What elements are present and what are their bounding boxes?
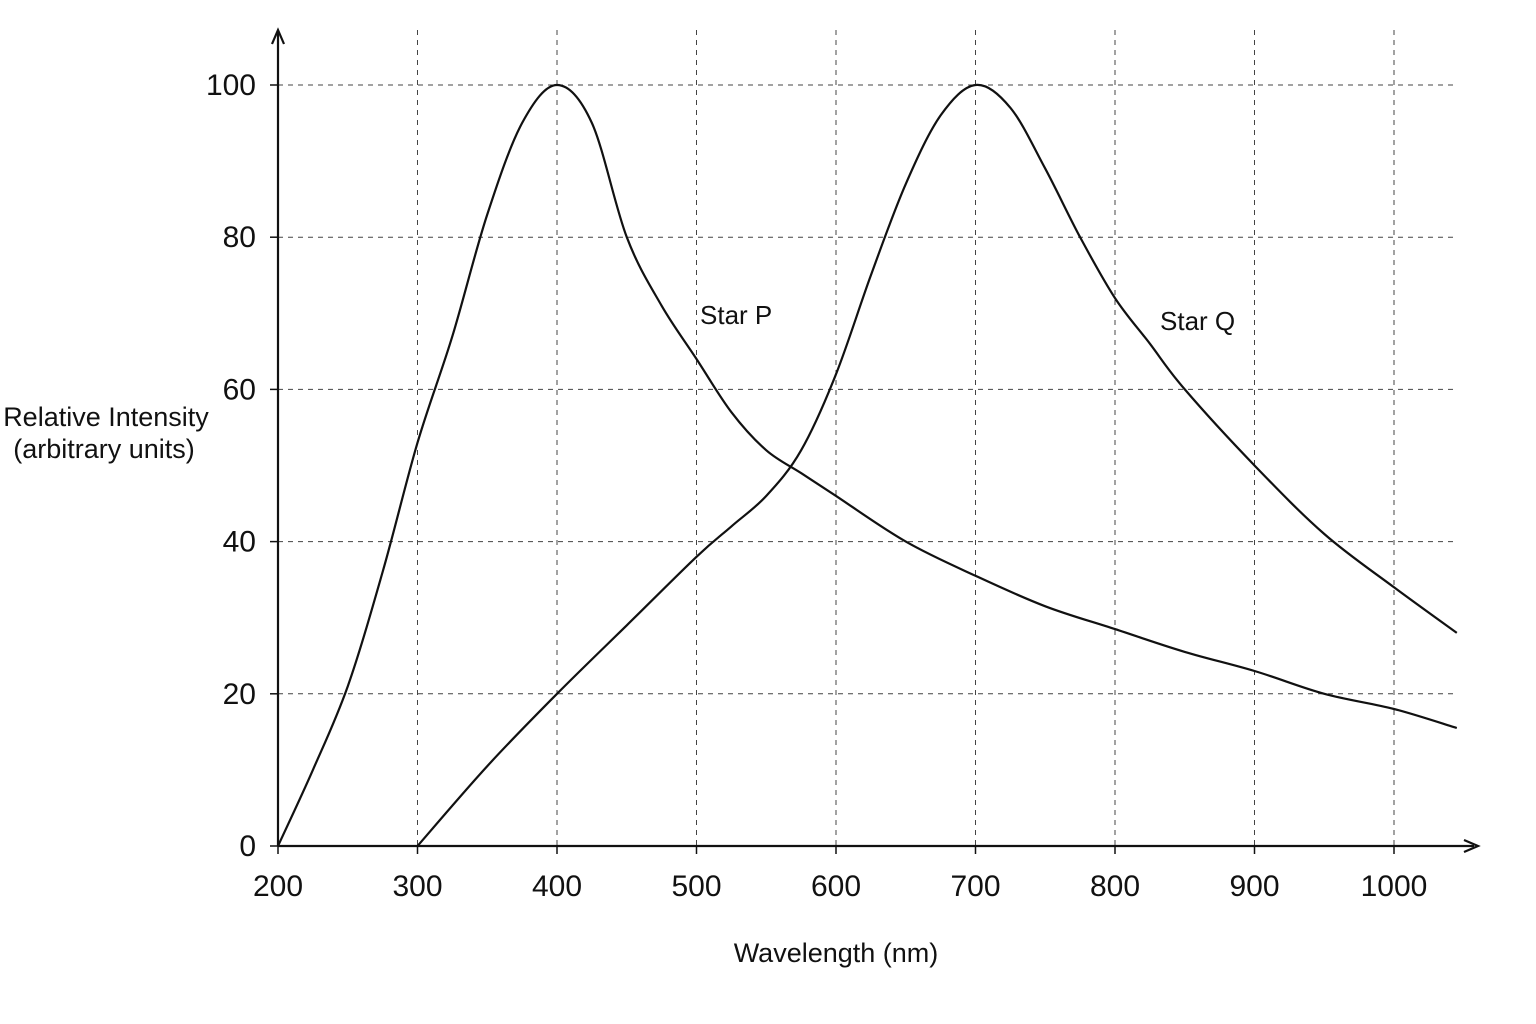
y-tick-label: 0	[239, 830, 256, 863]
x-axis-arrow	[1463, 838, 1481, 854]
y-axis-label-line-2: (arbitrary units)	[13, 434, 195, 464]
x-tick-label: 500	[671, 870, 721, 903]
series	[276, 83, 1458, 847]
x-tick-label: 1000	[1361, 870, 1428, 903]
axes	[270, 27, 1481, 854]
series-label-star-p: Star P	[700, 300, 772, 330]
y-tick-label: 60	[223, 373, 256, 406]
grid	[278, 30, 1456, 846]
y-tick-label: 80	[223, 221, 256, 254]
x-tick-label: 600	[811, 870, 861, 903]
y-tick-label: 40	[223, 526, 256, 559]
y-tick-label: 20	[223, 678, 256, 711]
x-tick-label: 900	[1229, 870, 1279, 903]
axis-labels: Wavelength (nm) Relative Intensity (arbi…	[3, 402, 938, 968]
series-labels: Star P Star Q	[700, 300, 1235, 336]
x-tick-label: 400	[532, 870, 582, 903]
x-tick-label: 700	[950, 870, 1000, 903]
series-label-star-q: Star Q	[1160, 306, 1235, 336]
x-axis-label: Wavelength (nm)	[734, 938, 939, 968]
y-tick-label: 100	[206, 69, 256, 102]
series-line-star-p	[276, 83, 1458, 847]
y-axis-label-line-1: Relative Intensity	[3, 402, 209, 432]
tick-labels: 200 300 400 500 600 700 800 900 1000 0 20 40 60 80 100	[206, 69, 1427, 903]
series-line-star-q	[416, 83, 1458, 847]
x-tick-label: 300	[392, 870, 442, 903]
x-tick-label: 200	[253, 870, 303, 903]
y-axis-arrow	[270, 27, 286, 45]
x-tick-label: 800	[1090, 870, 1140, 903]
